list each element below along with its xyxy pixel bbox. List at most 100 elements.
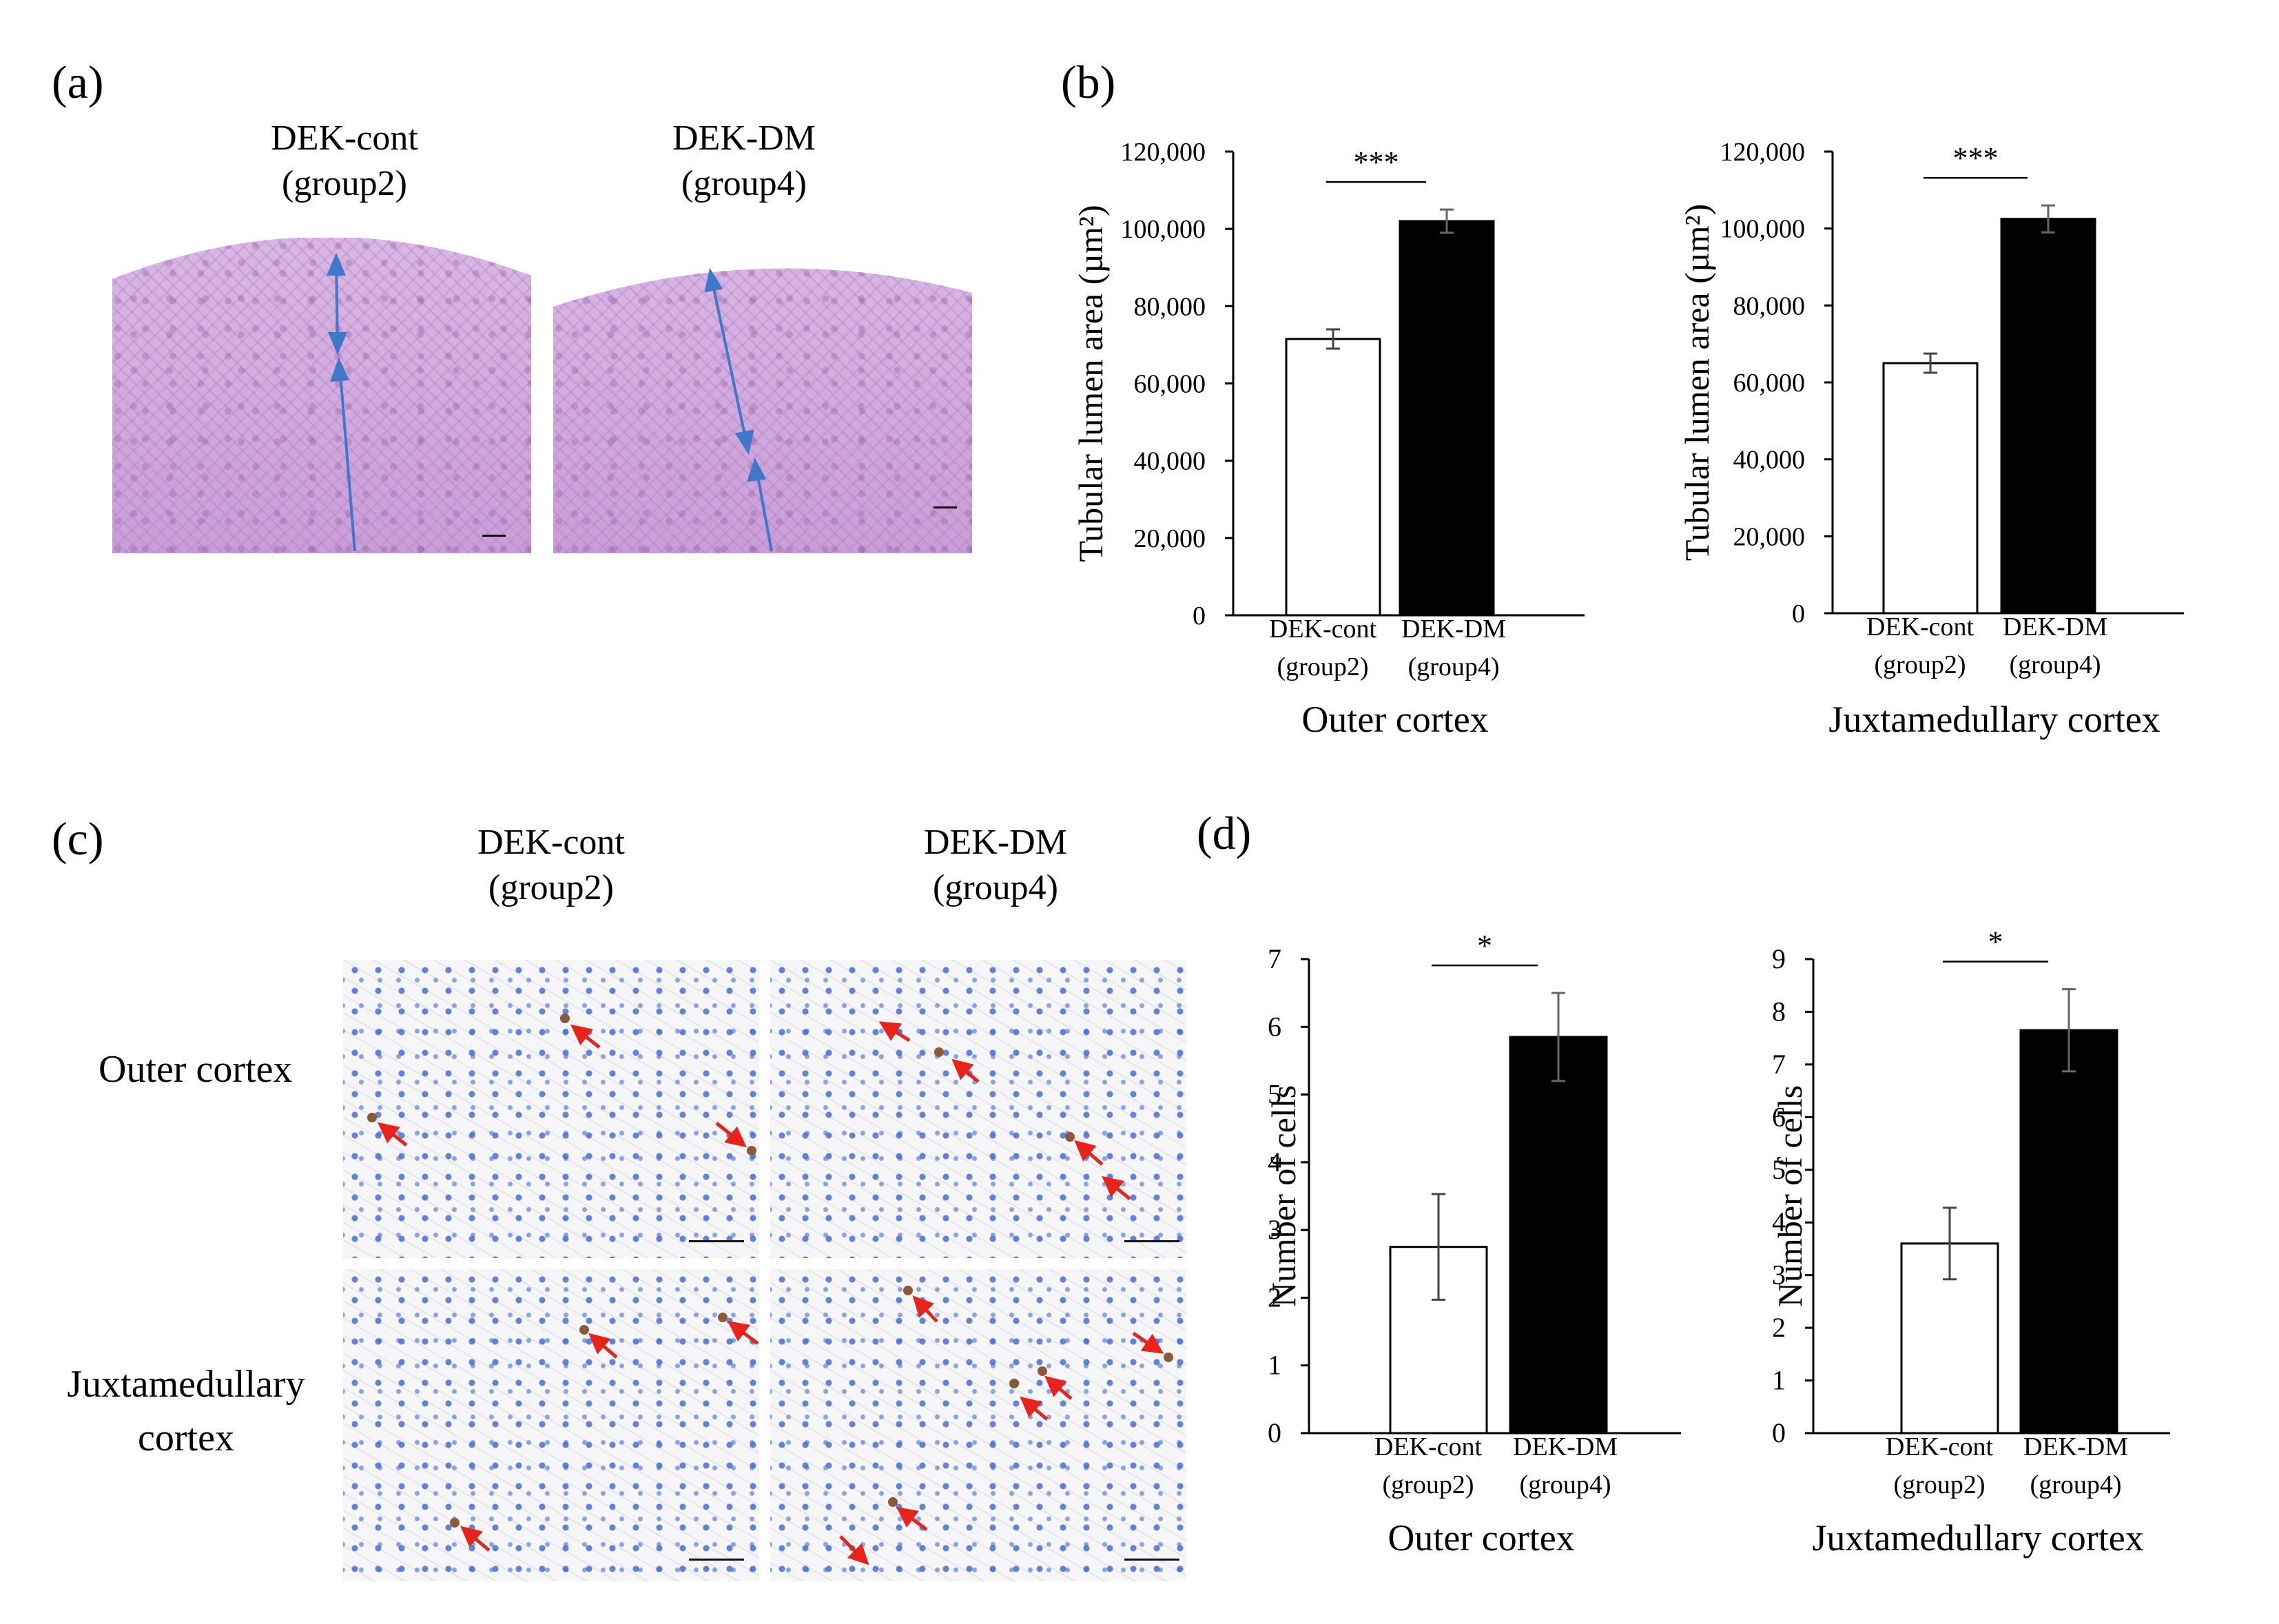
bar: [2019, 1029, 2118, 1435]
y-tick-label: 0: [1792, 599, 1805, 628]
x-tick-label: (group2): [1875, 650, 1966, 679]
row-label-line: Juxtamedullary: [67, 1363, 305, 1406]
positive-cell: [1065, 1132, 1075, 1142]
positive-cell: [560, 1014, 570, 1023]
y-tick-label: 5: [1772, 1154, 1786, 1185]
positive-cell: [718, 1313, 728, 1322]
y-tick-label: 100,000: [1720, 215, 1806, 244]
y-tick-label: 40,000: [1733, 446, 1806, 475]
y-tick-label: 60,000: [1733, 369, 1806, 398]
arrowhead-icon: [704, 267, 723, 293]
scale-bar: [1124, 1559, 1179, 1561]
positive-cell: [934, 1047, 944, 1057]
bar: [1399, 220, 1495, 617]
y-tick-label: 8: [1772, 996, 1786, 1027]
panel-letter-c: (c): [52, 812, 104, 865]
y-tick-label: 1: [1772, 1365, 1786, 1396]
y-tick-label: 80,000: [1733, 291, 1806, 320]
group-label-line: (group2): [282, 164, 407, 203]
y-tick-label: 40,000: [1134, 447, 1206, 476]
y-tick-label: 80,000: [1134, 292, 1206, 321]
y-tick-label: 0: [1193, 602, 1206, 630]
red-arrow-icon: [1102, 1175, 1131, 1200]
y-tick-label: 100,000: [1121, 215, 1206, 244]
red-arrow-icon: [588, 1333, 618, 1359]
positive-cell: [1038, 1366, 1047, 1376]
chart-title: Juxtamedullary cortex: [1828, 699, 2160, 740]
row-label-juxta: Juxtamedullary cortex: [41, 1357, 331, 1465]
red-arrow-icon: [912, 1295, 938, 1323]
y-tick-label: 1: [1268, 1350, 1281, 1381]
y-tick-label: 6: [1772, 1101, 1786, 1132]
panel-a-group-label-dm: DEK-DM (group4): [606, 116, 882, 207]
juxta-measure-line: [338, 364, 356, 552]
x-tick-label: (group2): [1894, 1470, 1986, 1499]
chart-title: Outer cortex: [1301, 699, 1488, 740]
y-tick-label: 3: [1268, 1214, 1281, 1245]
scale-bar: [482, 535, 506, 537]
y-tick-label: 5: [1268, 1079, 1281, 1110]
chart-title: Juxtamedullary cortex: [1812, 1517, 2143, 1559]
significance-label: ***: [1953, 141, 1999, 175]
y-tick-label: 2: [1772, 1312, 1786, 1343]
red-arrow-icon: [896, 1507, 928, 1531]
x-tick-label: DEK-cont: [1886, 1432, 1994, 1461]
red-arrow-icon: [460, 1525, 491, 1552]
red-arrow-icon: [1132, 1331, 1164, 1354]
positive-cell: [450, 1518, 460, 1528]
red-arrow-icon: [378, 1122, 408, 1147]
y-axis-label: Number of cells: [1771, 1085, 1809, 1307]
group-label-line: DEK-DM: [672, 119, 816, 158]
panel-letter-d: (d): [1197, 807, 1252, 859]
x-tick-label: DEK-DM: [1401, 615, 1506, 644]
group-label-line: DEK-cont: [477, 823, 625, 862]
chart-0: 0 20,000 40,000 60,000 80,000 100,000 120,000 T…: [1071, 138, 1585, 740]
significance-label: *: [1988, 925, 2003, 959]
row-label-outer: Outer cortex: [99, 1048, 293, 1091]
group-label-line: (group4): [933, 868, 1058, 907]
positive-cell: [747, 1146, 756, 1155]
y-tick-label: 60,000: [1134, 370, 1206, 399]
red-arrow-icon: [1020, 1396, 1049, 1421]
arrowhead-icon: [330, 357, 350, 382]
chart-1: 0 20,000 40,000 60,000 80,000 100,000 120,000 T…: [1678, 138, 2184, 740]
panel-a-group-label-cont: DEK-cont (group2): [207, 116, 482, 207]
ihc-micrograph-outer-dm: [770, 960, 1186, 1258]
group-label-line: (group4): [681, 164, 807, 203]
y-axis-label: Number of cells: [1264, 1085, 1303, 1307]
y-tick-label: 120,000: [1121, 138, 1206, 167]
x-tick-label: DEK-cont: [1374, 1432, 1483, 1461]
x-tick-label: (group4): [1408, 652, 1500, 681]
red-arrow-icon: [570, 1024, 601, 1049]
chart-2: 0 1 2 3 4 5 6 7 Number of cells DEK-cont (group2) D…: [1264, 929, 1681, 1559]
chart-3: 0 1 2 3 4 5 6 7 8 9 Number of cells DEK-cont (group2…: [1771, 925, 2170, 1559]
y-tick-label: 4: [1268, 1147, 1281, 1178]
group-label-line: DEK-DM: [924, 823, 1067, 862]
y-tick-label: 2: [1268, 1282, 1281, 1313]
scale-bar: [689, 1240, 744, 1242]
bar: [2000, 218, 2096, 615]
x-tick-label: (group2): [1383, 1470, 1474, 1499]
red-arrow-icon: [878, 1021, 911, 1042]
red-arrow-icon: [839, 1535, 869, 1565]
positive-cell: [1164, 1353, 1173, 1362]
group-label-line: DEK-cont: [271, 119, 418, 158]
x-tick-label: DEK-DM: [2023, 1432, 2128, 1461]
panel-c-group-label-cont: DEK-cont (group2): [413, 820, 689, 911]
red-arrow-icon: [728, 1321, 759, 1345]
scale-bar: [689, 1559, 744, 1561]
panel-letter-b: (b): [1061, 56, 1116, 108]
scale-bar: [1124, 1240, 1179, 1242]
significance-label: *: [1477, 929, 1492, 963]
chart-title: Outer cortex: [1388, 1517, 1574, 1559]
positive-cell: [579, 1325, 589, 1335]
row-label-line: cortex: [138, 1417, 234, 1459]
bar: [1882, 362, 1979, 615]
arrowhead-icon: [734, 429, 754, 455]
outer-cortex-measure-line: [710, 275, 749, 449]
y-tick-label: 3: [1772, 1260, 1786, 1291]
he-micrograph-cont: [112, 238, 531, 553]
red-arrow-icon: [715, 1122, 747, 1148]
